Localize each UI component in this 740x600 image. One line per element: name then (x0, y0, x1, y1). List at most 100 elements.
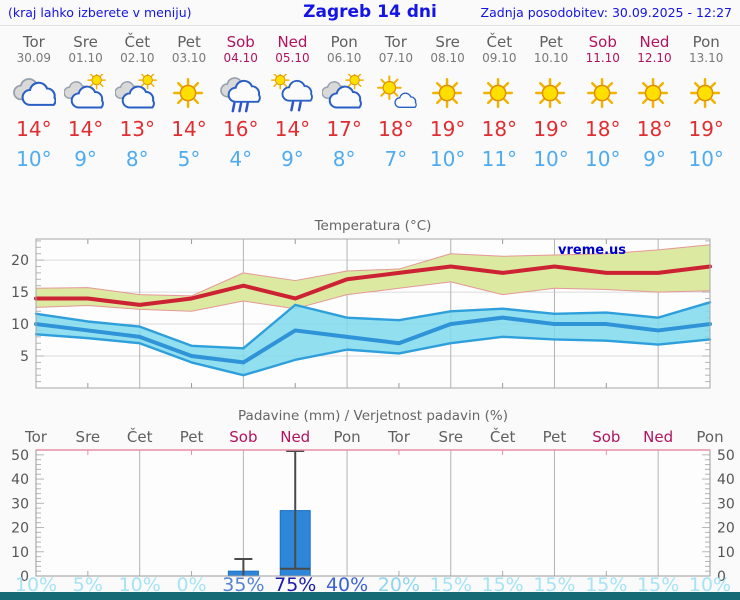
precip-day-label: Čet (490, 427, 516, 446)
precip-day-label: Sob (229, 428, 257, 446)
precip-day-label: Ned (643, 428, 673, 446)
precipitation-chart: 0 0 10 10 20 20 30 30 40 40 50 50 Tor Sre Čet Pet Sob Ned… (11, 408, 735, 596)
sunny-icon (529, 74, 573, 114)
sunny-icon (167, 74, 211, 114)
precip-day-label: Sob (592, 428, 620, 446)
watermark: vreme.us (558, 243, 626, 258)
day-date: 04.10 (223, 51, 258, 66)
day-max-temp: 14° (274, 117, 311, 142)
menu-hint-text: (kraj lahko izberete v meniju) (8, 5, 192, 20)
day-max-temp: 17° (326, 117, 362, 142)
day-name: Pon (692, 33, 720, 51)
precip-day-label: Pet (180, 428, 204, 446)
mostly-sunny-icon (374, 74, 418, 114)
partly-cloudy-icon (115, 74, 159, 114)
forecast-day: Sre 01.10 14° 9° (60, 30, 112, 171)
y-axis-label: 50 (11, 448, 29, 464)
precip-probability: 10% (119, 574, 161, 596)
precip-probability: 40% (326, 574, 368, 596)
day-max-temp: 13° (119, 117, 156, 142)
precip-probability: 15% (481, 574, 523, 596)
day-max-temp: 18° (378, 117, 414, 142)
day-name: Ned (277, 33, 308, 51)
y-axis-label: 10 (717, 545, 735, 561)
y-axis-label: 30 (11, 496, 29, 512)
y-axis-label: 0 (717, 569, 726, 585)
day-min-temp: 10° (16, 147, 52, 172)
forecast-day: Čet 09.10 18° 11° (473, 30, 525, 171)
forecast-day: Čet 02.10 13° 8° (111, 30, 163, 171)
day-date: 05.10 (275, 51, 310, 66)
sunny-icon (581, 74, 625, 114)
day-name: Tor (384, 33, 407, 51)
forecast-day: Tor 07.10 18° 7° (370, 30, 422, 171)
day-date: 12.10 (637, 51, 672, 66)
day-min-temp: 8° (125, 147, 149, 172)
y-axis-label: 30 (717, 496, 735, 512)
day-min-temp: 9° (281, 147, 304, 172)
precip-probability: 35% (222, 574, 264, 596)
day-min-temp: 9° (643, 147, 666, 172)
day-date: 09.10 (482, 51, 517, 66)
tmin_range_lo-line (34, 333, 712, 377)
day-name: Sre (73, 33, 98, 51)
forecast-day: Pon 06.10 17° 8° (318, 30, 370, 171)
precip-probability: 15% (585, 574, 627, 596)
day-date: 01.10 (68, 51, 103, 66)
day-name: Čet (486, 33, 513, 51)
precip-day-label: Čet (127, 427, 153, 446)
day-name: Pet (177, 33, 201, 51)
day-name: Čet (124, 33, 151, 51)
precip-day-label: Pon (696, 428, 723, 446)
forecast-strip: Tor 30.09 14° 10° Sre 01.10 14° 9° Čet 0… (8, 30, 732, 171)
day-max-temp: 18° (481, 117, 518, 142)
day-name: Ned (639, 33, 670, 51)
precip-day-label: Sre (438, 428, 463, 446)
precip-probability: 0% (176, 574, 206, 596)
day-max-temp: 14° (171, 117, 207, 142)
precip-day-label: Sre (76, 428, 101, 446)
y-axis-label: 40 (717, 472, 735, 488)
precip-probability: 20% (378, 574, 420, 596)
forecast-day: Pon 13.10 19° 10° (680, 30, 732, 171)
day-max-temp: 19° (533, 117, 569, 142)
day-min-temp: 10° (429, 147, 466, 172)
partly-cloudy-icon (322, 74, 366, 114)
forecast-day: Ned 12.10 18° 9° (629, 30, 681, 171)
day-min-temp: 8° (332, 147, 356, 172)
day-name: Pon (330, 33, 358, 51)
precip-probability: 15% (430, 574, 472, 596)
day-max-temp: 14° (16, 117, 52, 142)
day-max-temp: 14° (67, 117, 104, 142)
forecast-day: Sob 04.10 16° 4° (215, 30, 267, 171)
y-axis-label: 40 (11, 472, 29, 488)
y-axis-label: 20 (11, 253, 29, 269)
day-date: 11.10 (585, 51, 620, 66)
day-date: 06.10 (326, 51, 362, 66)
rain-icon (219, 74, 263, 114)
forecast-day: Pet 03.10 14° 5° (163, 30, 215, 171)
precip-probability: 5% (73, 574, 103, 596)
footer-bar (0, 592, 740, 600)
temperature-chart: 5 10 15 20 Temperatura (°C) vreme.us (11, 218, 712, 389)
forecast-day: Sob 11.10 18° 10° (577, 30, 629, 171)
y-axis-label: 10 (11, 545, 29, 561)
y-axis-label: 0 (20, 569, 29, 585)
precip-day-label: Tor (24, 428, 48, 446)
day-date: 02.10 (120, 51, 155, 66)
cloudy-icon (12, 74, 56, 114)
y-axis-label: 50 (717, 448, 735, 464)
day-min-temp: 11° (481, 147, 518, 172)
precip-probability: 10% (15, 574, 57, 596)
y-axis-label: 20 (717, 521, 735, 537)
tmax_range_hi-line (35, 244, 711, 297)
tmin_range_hi-line (34, 301, 712, 350)
day-min-temp: 7° (384, 147, 408, 172)
y-axis-label: 20 (11, 521, 29, 537)
precipitation-chart-title: Padavine (mm) / Verjetnost padavin (%) (238, 408, 508, 424)
sunny-icon (684, 74, 728, 114)
page-title: Zagreb 14 dni (303, 2, 437, 22)
y-axis-label: 5 (20, 349, 29, 365)
temperature-chart-title: Temperatura (°C) (314, 218, 432, 234)
